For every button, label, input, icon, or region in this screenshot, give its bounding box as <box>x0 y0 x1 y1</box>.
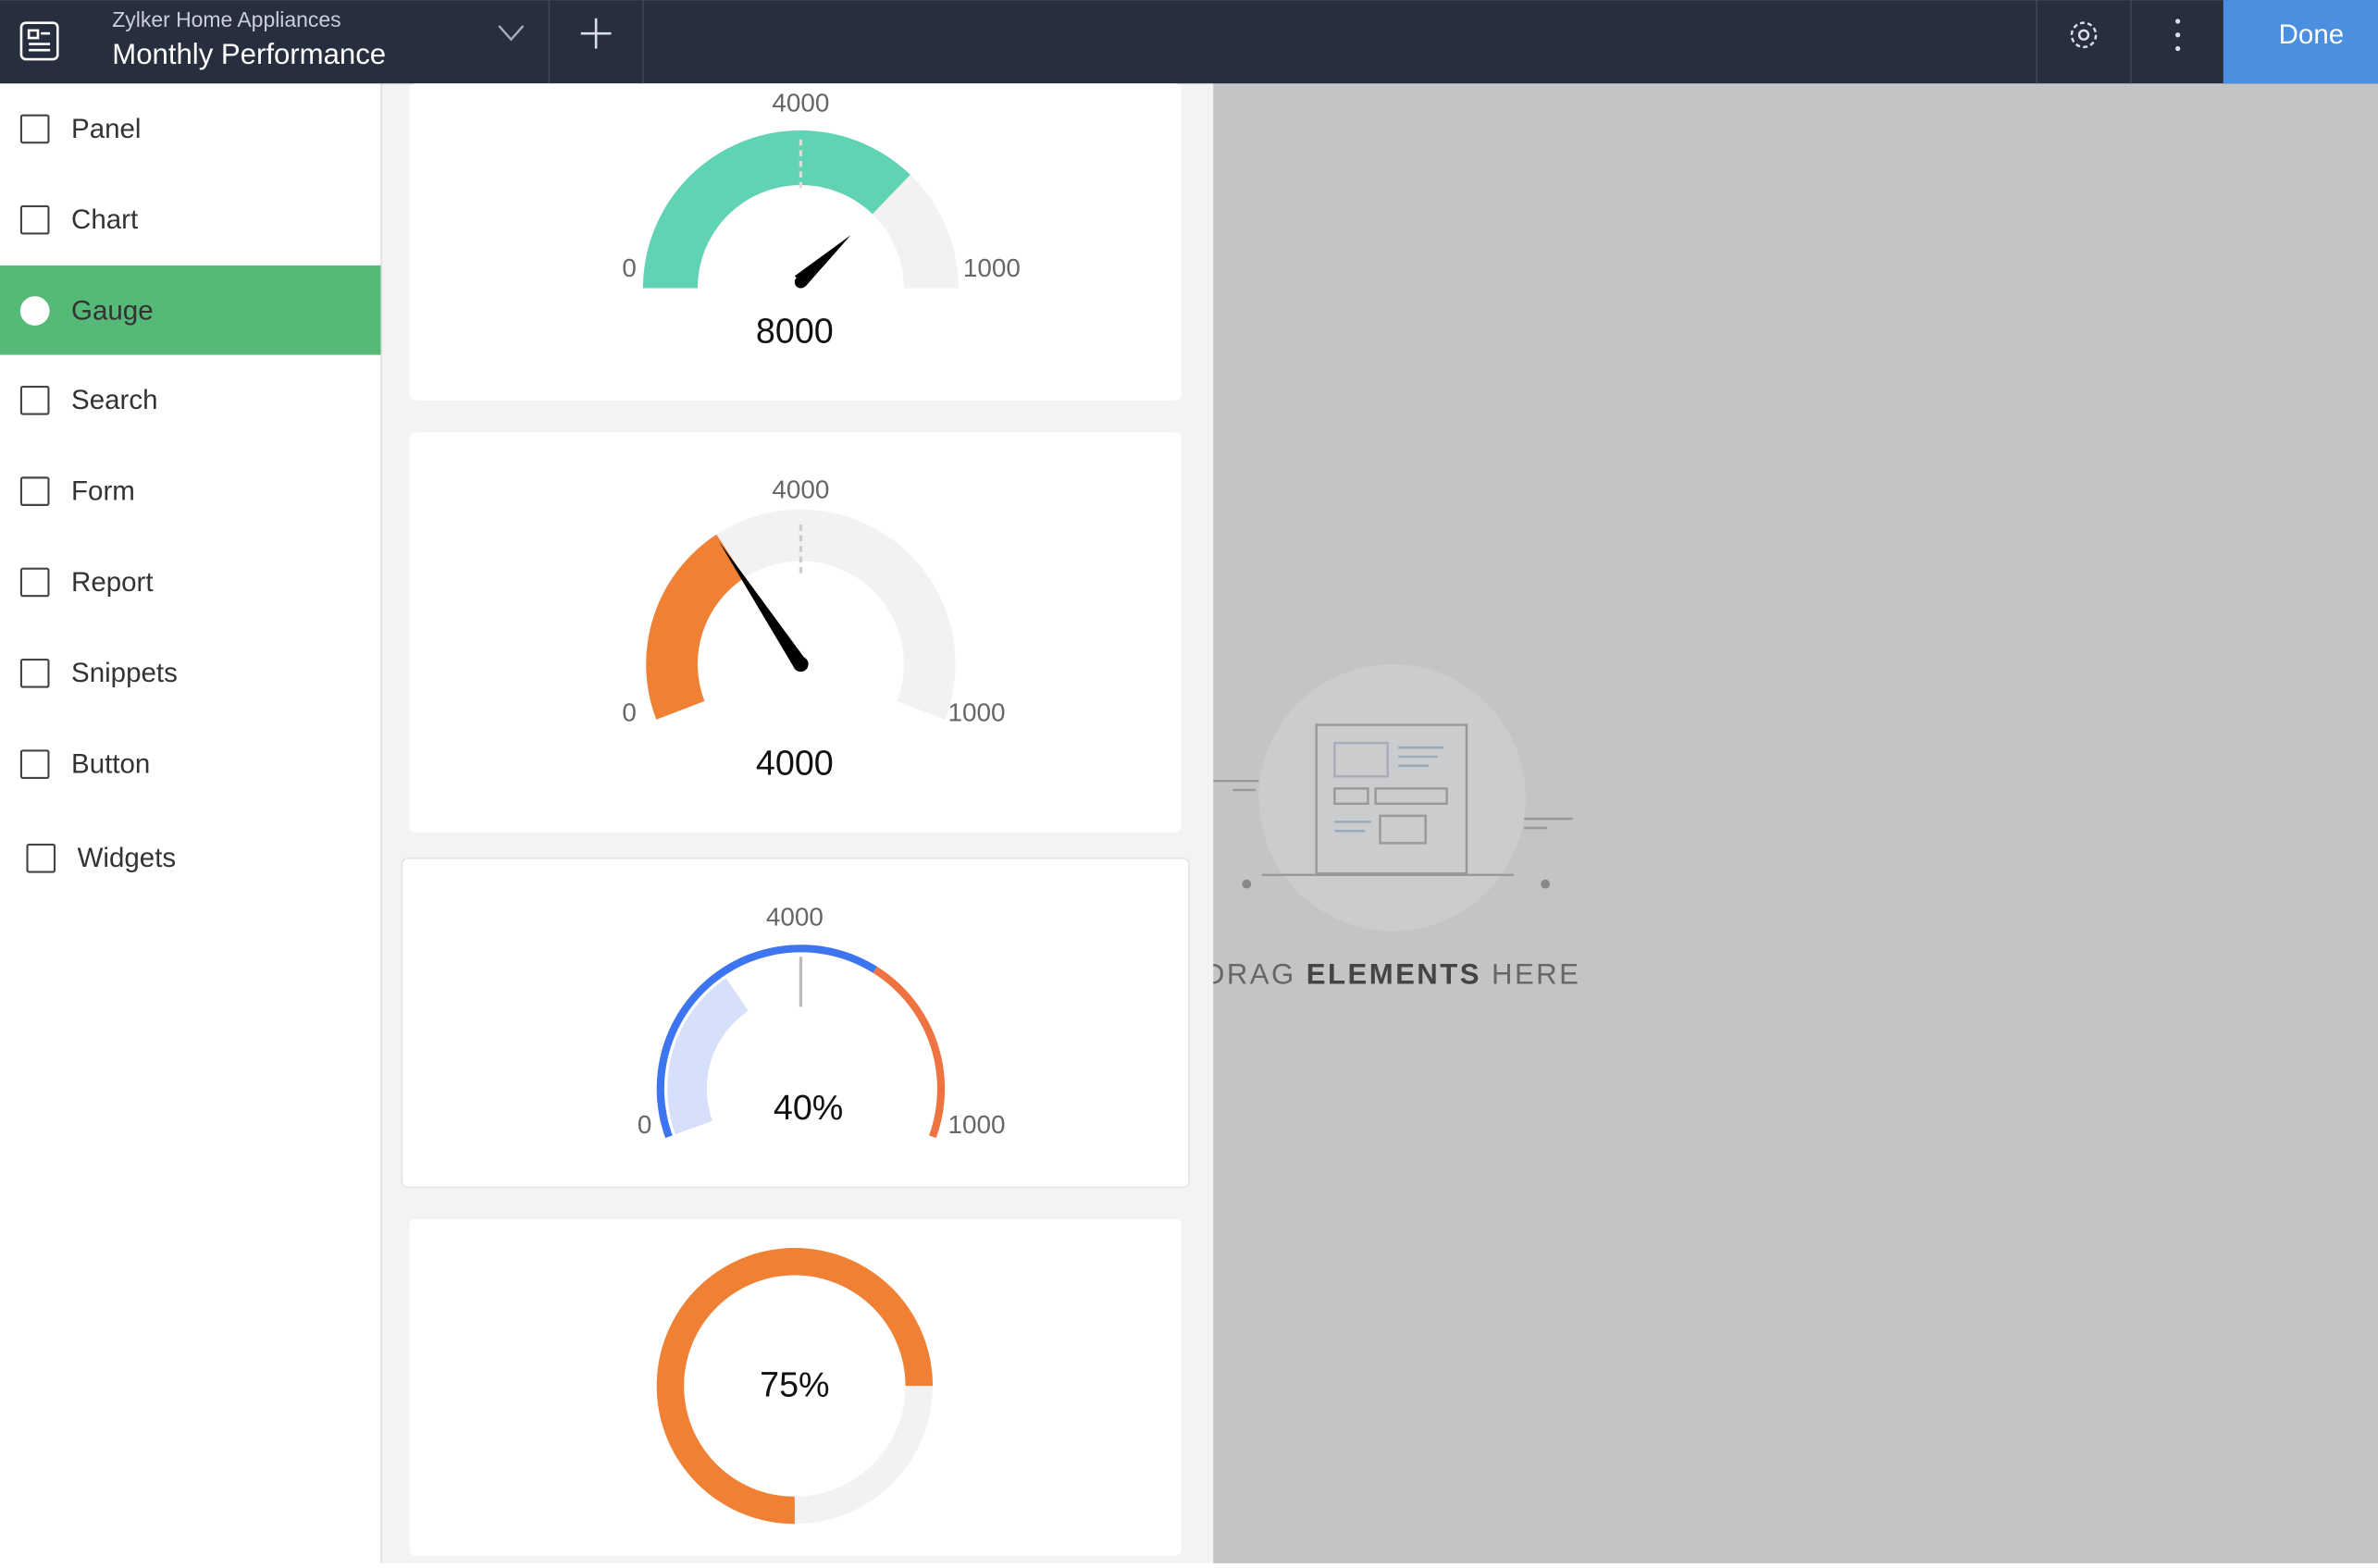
drop-circle <box>1258 663 1526 932</box>
gauge-value: 40% <box>774 1088 843 1127</box>
gauge-min: 0 <box>622 698 637 726</box>
settings[interactable] <box>2070 21 2098 49</box>
gauge-value: 75% <box>760 1365 829 1404</box>
sidebar-item[interactable]: Panel <box>19 114 142 144</box>
sidebar-label: Panel <box>71 114 141 144</box>
sidebar-icon <box>19 658 50 688</box>
sidebar-icon <box>19 114 50 144</box>
gauge-arc <box>873 966 946 1139</box>
sidebar-icon <box>19 296 50 326</box>
active-item <box>0 265 381 355</box>
gauge-arc <box>794 1386 934 1525</box>
dot <box>1242 879 1252 889</box>
more-menu[interactable] <box>2175 19 2181 52</box>
sidebar-icon <box>26 843 56 873</box>
sidebar-icon <box>19 567 50 598</box>
sidebar-label: Snippets <box>71 658 178 688</box>
gauge-value: 8000 <box>756 312 834 351</box>
app-subtitle: Zylker Home Appliances <box>112 7 341 31</box>
sidebar-item[interactable]: Search <box>19 385 158 415</box>
drop-text-part: ELEMENTS <box>1307 958 1481 991</box>
gauge-min: 0 <box>638 1110 652 1139</box>
sidebar-label: Chart <box>71 204 138 235</box>
needle-hub <box>794 276 807 289</box>
sidebar-icon <box>19 749 50 779</box>
sidebar-label: Button <box>71 749 150 780</box>
sidebar-icon <box>19 204 50 235</box>
dropdown[interactable] <box>498 25 525 42</box>
gauge-arc <box>667 978 749 1135</box>
sidebar-item[interactable]: Gauge <box>19 296 154 327</box>
drop-illustration <box>1213 723 1573 877</box>
needle <box>794 235 851 287</box>
gauge-max: 1000 <box>948 698 1006 726</box>
app-title: Monthly Performance <box>112 38 386 70</box>
gauge-arc <box>642 130 910 289</box>
sidebar-item[interactable]: Snippets <box>19 658 178 688</box>
gauge-card[interactable] <box>401 857 1190 1189</box>
dot <box>1541 879 1551 889</box>
needle-hub <box>793 656 809 673</box>
app-icon[interactable] <box>19 21 59 61</box>
drop-text-part: HERE <box>1492 958 1580 991</box>
done-button[interactable] <box>2223 0 2378 84</box>
gauge-card[interactable] <box>409 1218 1182 1556</box>
sidebar-label: Widgets <box>78 843 177 873</box>
gauge-card[interactable] <box>409 83 1182 401</box>
sidebar-label: Report <box>71 567 154 598</box>
gauge-min: 0 <box>622 253 637 282</box>
drop-text: DRAG ELEMENTS HERE <box>1204 958 1580 991</box>
sidebar-item[interactable]: Widgets <box>26 843 177 873</box>
sidebar-item[interactable]: Chart <box>19 204 138 235</box>
gauge-max: 1000 <box>948 1110 1006 1139</box>
header <box>0 0 2378 84</box>
gauge-arc <box>646 534 745 720</box>
drop-zone[interactable]: DRAG ELEMENTS HERE <box>1204 663 1580 991</box>
needle <box>718 541 807 669</box>
gauge-mid: 4000 <box>772 475 829 503</box>
sidebar-label: Gauge <box>71 296 154 327</box>
gauge-value: 4000 <box>756 744 834 783</box>
gauge-mid: 4000 <box>766 903 824 932</box>
sidebar-item[interactable]: Button <box>19 749 150 780</box>
sidebar-icon <box>19 385 50 415</box>
sidebar-label: Form <box>71 476 135 507</box>
sidebar-label: Search <box>71 385 157 415</box>
done-label: Done <box>2279 19 2345 50</box>
gauge-max: 1000 <box>963 253 1021 282</box>
drop-text-part: DRAG <box>1204 958 1296 991</box>
sidebar-icon <box>19 476 50 506</box>
add-button[interactable] <box>580 18 612 49</box>
sidebar-item[interactable]: Report <box>19 567 154 598</box>
sidebar-item[interactable]: Form <box>19 476 135 507</box>
gauge-mid: 4000 <box>772 89 829 117</box>
gauge-card[interactable] <box>409 432 1182 833</box>
